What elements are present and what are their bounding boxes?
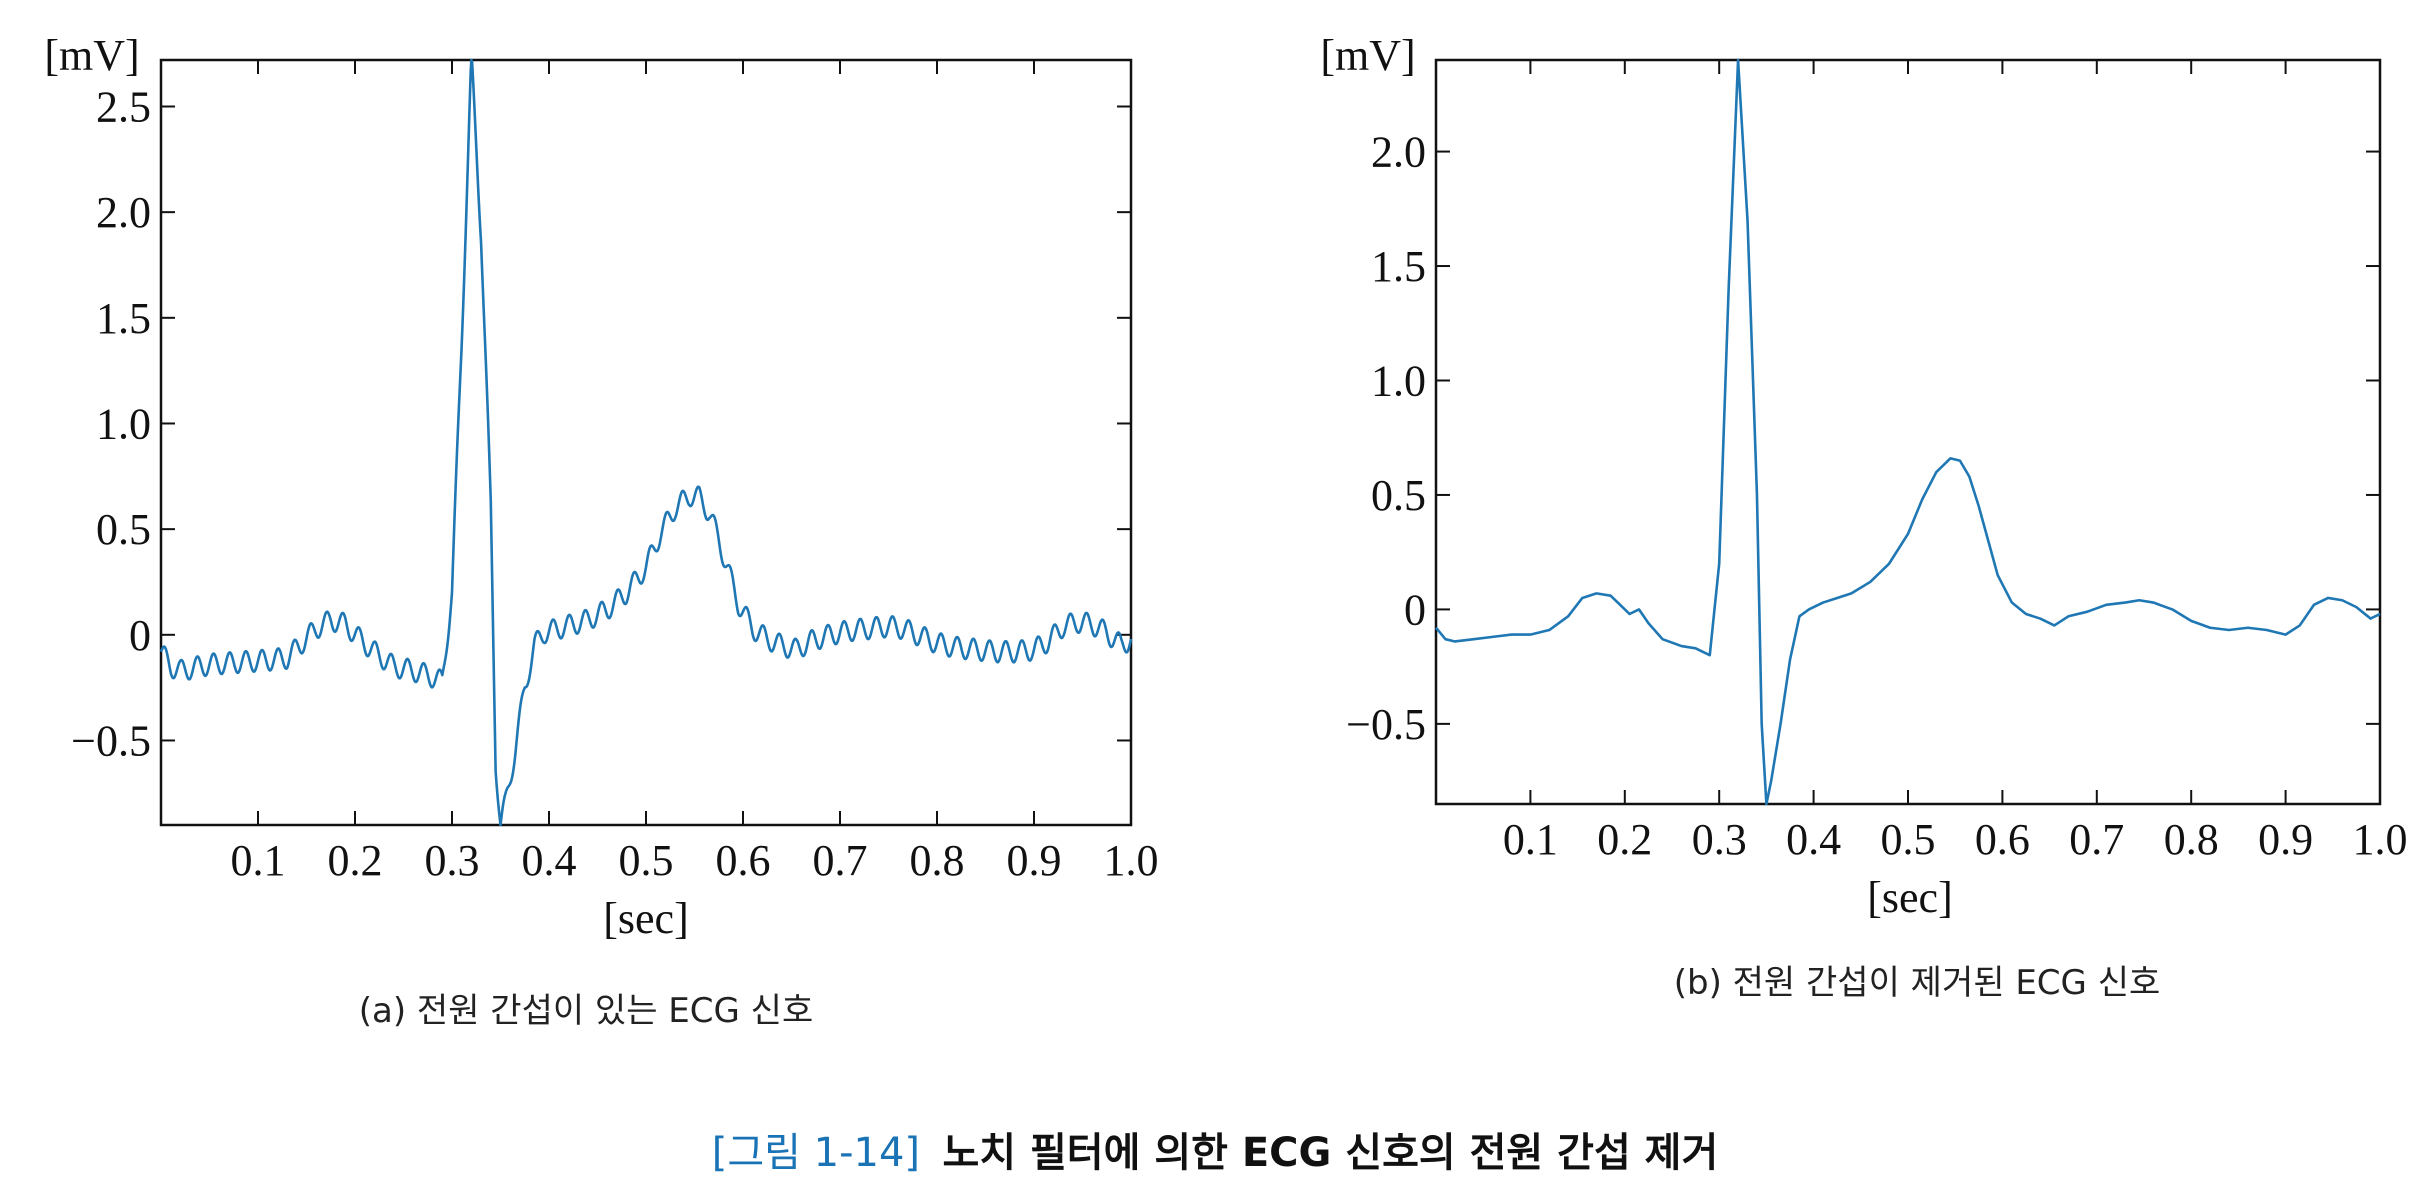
chart-b-y-tick-label: 2.0 [1371,128,1426,177]
chart-a-y-tick-label: 1.5 [96,294,151,343]
chart-b-ecg-line [1434,58,2381,806]
chart-a-y-axis-unit: [mV] [44,31,139,80]
chart-b-y-tick-label: 0.5 [1371,471,1426,520]
chart-b-y-tick-label: 1.0 [1371,356,1426,405]
chart-a-y-tick-label: −0.5 [71,716,151,765]
chart-a-y-tick-labels: −0.5 0 0.5 1.0 1.5 2.0 2.5 [71,82,151,765]
chart-a-x-tick-label: 0.9 [1007,836,1062,885]
chart-a-y-tick-label: 2.5 [96,82,151,131]
chart-a-y-tick-label: 0.5 [96,505,151,554]
chart-a-x-tick-label: 0.2 [328,836,383,885]
chart-b-x-tick-label: 0.2 [1597,815,1652,864]
chart-a-plot-frame [159,58,1133,827]
chart-b-x-axis-unit: [sec] [1867,873,1953,922]
chart-b-caption: (b) 전원 간섭이 제거된 ECG 신호 [1674,963,2161,1003]
figure-caption: [그림 1-14] 노치 필터에 의한 ECG 신호의 전원 간섭 제거 [712,1130,1719,1176]
chart-a-x-tick-label: 0.5 [619,836,674,885]
chart-a-tick-marks [161,60,1132,825]
chart-b-interference-removed: 0.1 0.2 0.3 0.4 0.5 0.6 0.7 0.8 0.9 1.0 −0.5 0 0.5 1… [1320,31,2407,1003]
chart-a-y-tick-label: 2.0 [96,188,151,237]
chart-a-x-tick-label: 0.7 [813,836,868,885]
chart-a-y-tick-label: 1.0 [96,399,151,448]
chart-b-y-tick-label: 0 [1404,585,1426,634]
chart-b-x-tick-label: 0.9 [2258,815,2313,864]
chart-b-y-tick-label: 1.5 [1371,242,1426,291]
chart-b-x-tick-labels: 0.1 0.2 0.3 0.4 0.5 0.6 0.7 0.8 0.9 1.0 [1503,815,2408,864]
chart-b-y-tick-labels: −0.5 0 0.5 1.0 1.5 2.0 [1346,128,1426,749]
chart-b-plot-frame [1434,58,2382,806]
chart-a-x-tick-label: 0.3 [425,836,480,885]
chart-b-x-tick-label: 1.0 [2353,815,2408,864]
chart-a-ecg-line [159,58,1133,827]
chart-a-x-tick-label: 0.1 [231,836,286,885]
chart-b-x-tick-label: 0.5 [1881,815,1936,864]
chart-a-with-interference: 0.1 0.2 0.3 0.4 0.5 0.6 0.7 0.8 0.9 1.0 −0.5 0 0.5 1… [44,31,1158,1031]
chart-a-x-tick-label: 1.0 [1104,836,1159,885]
chart-a-y-tick-label: 0 [129,611,151,660]
chart-a-x-tick-label: 0.8 [910,836,965,885]
chart-a-x-tick-label: 0.4 [522,836,577,885]
chart-b-x-tick-label: 0.8 [2164,815,2219,864]
chart-b-x-tick-label: 0.3 [1692,815,1747,864]
chart-b-x-tick-label: 0.4 [1786,815,1841,864]
chart-a-caption: (a) 전원 간섭이 있는 ECG 신호 [359,991,814,1031]
chart-b-y-tick-label: −0.5 [1346,700,1426,749]
chart-a-x-axis-unit: [sec] [603,894,689,943]
chart-b-x-tick-label: 0.1 [1503,815,1558,864]
chart-b-x-tick-label: 0.7 [2069,815,2124,864]
chart-a-x-tick-labels: 0.1 0.2 0.3 0.4 0.5 0.6 0.7 0.8 0.9 1.0 [231,836,1159,885]
figure-title: 노치 필터에 의한 ECG 신호의 전원 간섭 제거 [942,1130,1718,1176]
chart-b-x-tick-label: 0.6 [1975,815,2030,864]
chart-b-tick-marks [1436,60,2381,804]
chart-b-y-axis-unit: [mV] [1320,31,1415,80]
figure-number: [그림 1-14] [712,1130,920,1176]
chart-a-x-tick-label: 0.6 [716,836,771,885]
